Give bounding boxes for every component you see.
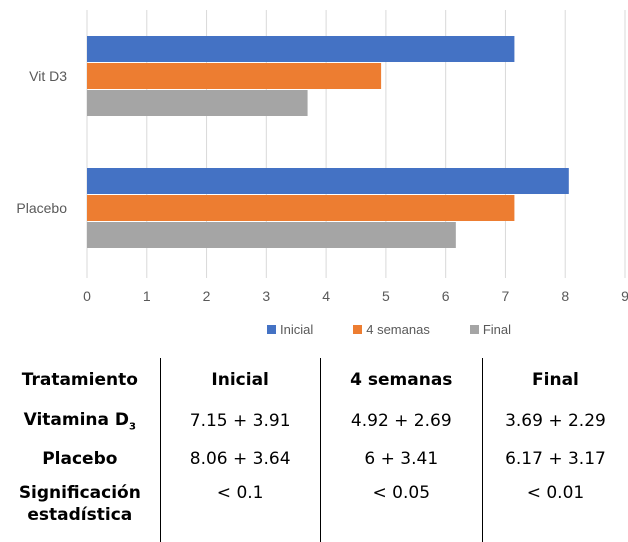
chart-legend: Inicial 4 semanas Final xyxy=(0,322,628,337)
x-tick-label: 0 xyxy=(83,288,91,304)
x-tick-label: 6 xyxy=(442,288,450,304)
x-tick-label: 3 xyxy=(262,288,270,304)
bar-4-semanas-placebo xyxy=(87,195,515,221)
row-label-vitamina-text: Vitamina D xyxy=(23,409,130,430)
row-label-vitamina: Vitamina D3 xyxy=(0,402,160,440)
table-header-row: Tratamiento Inicial 4 semanas Final xyxy=(0,358,628,402)
legend-label-4-semanas: 4 semanas xyxy=(366,322,430,337)
bar-final-placebo xyxy=(87,222,456,248)
legend-swatch-4-semanas xyxy=(353,325,363,334)
cell-vitamina-inicial: 7.15 + 3.91 xyxy=(159,402,321,440)
bar-inicial-vit-d3 xyxy=(87,36,515,62)
cell-significacion-4-semanas: < 0.05 xyxy=(319,478,483,542)
legend-label-inicial: Inicial xyxy=(279,322,314,337)
table-row-vitamina: Vitamina D3 7.15 + 3.91 4.92 + 2.69 3.69… xyxy=(0,402,628,440)
header-inicial: Inicial xyxy=(159,358,321,402)
bar-chart: 0 1 2 3 4 5 6 7 8 9 Vit D3 Placebo xyxy=(16,10,628,304)
category-label: Placebo xyxy=(16,200,67,216)
cell-vitamina-4-semanas: 4.92 + 2.69 xyxy=(319,402,483,440)
bar-4-semanas-vit-d3 xyxy=(87,63,382,89)
x-tick-label: 4 xyxy=(322,288,330,304)
legend-item-inicial: Inicial xyxy=(266,322,314,337)
table-row-significacion: Significación estadística < 0.1 < 0.05 <… xyxy=(0,478,628,542)
header-tratamiento: Tratamiento xyxy=(21,370,138,390)
x-tick-label: 7 xyxy=(502,288,510,304)
cell-placebo-4-semanas: 6 + 3.41 xyxy=(319,440,483,478)
legend-swatch-inicial xyxy=(266,325,276,334)
row-label-vitamina-subscript: 3 xyxy=(129,421,137,433)
x-tick-label: 2 xyxy=(203,288,211,304)
bar-final-vit-d3 xyxy=(87,90,308,116)
legend-swatch-final xyxy=(469,325,479,334)
legend-item-4-semanas: 4 semanas xyxy=(353,322,430,337)
header-4-semanas: 4 semanas xyxy=(319,358,483,402)
category-label: Vit D3 xyxy=(29,68,67,84)
legend-item-final: Final xyxy=(469,322,512,337)
bar-inicial-placebo xyxy=(87,168,569,194)
x-tick-label: 8 xyxy=(561,288,569,304)
stats-table: Tratamiento Inicial 4 semanas Final Vita… xyxy=(0,358,628,542)
row-label-placebo: Placebo xyxy=(42,449,118,469)
cell-significacion-final: < 0.01 xyxy=(481,478,628,542)
row-label-significacion: Significación estadística xyxy=(18,483,141,525)
cell-placebo-final: 6.17 + 3.17 xyxy=(481,440,628,478)
x-tick-label: 9 xyxy=(621,288,628,304)
table-row-placebo: Placebo 8.06 + 3.64 6 + 3.41 6.17 + 3.17 xyxy=(0,440,628,478)
cell-vitamina-final: 3.69 + 2.29 xyxy=(481,402,628,440)
legend-label-final: Final xyxy=(482,322,512,337)
cell-significacion-inicial: < 0.1 xyxy=(159,478,321,542)
x-tick-label: 1 xyxy=(143,288,151,304)
x-tick-label: 5 xyxy=(382,288,390,304)
cell-placebo-inicial: 8.06 + 3.64 xyxy=(159,440,321,478)
header-final: Final xyxy=(481,358,628,402)
